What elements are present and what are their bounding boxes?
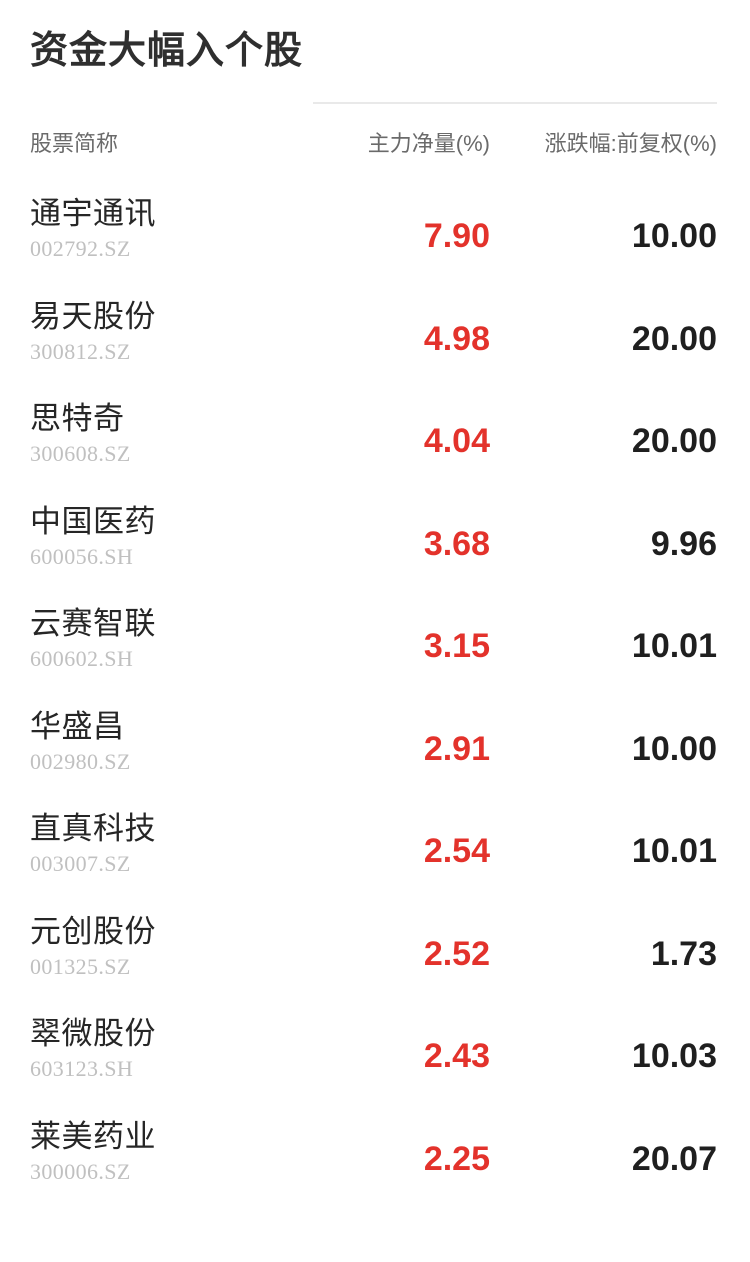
table-row[interactable]: 思特奇 300608.SZ 4.04 20.00 — [0, 393, 750, 496]
stock-identity-cell[interactable]: 莱美药业 300006.SZ — [30, 1117, 270, 1187]
main-net-volume-value: 4.98 — [423, 319, 490, 358]
stock-code: 600056.SH — [30, 543, 134, 569]
stock-name: 思特奇 — [30, 401, 125, 436]
stock-identity-cell[interactable]: 云赛智联 600602.SH — [30, 604, 270, 674]
table-row[interactable]: 华盛昌 002980.SZ 2.91 10.00 — [0, 701, 750, 804]
table-row[interactable]: 中国医药 600056.SH 3.68 9.96 — [0, 496, 750, 599]
main-net-volume-value: 2.43 — [423, 1037, 490, 1075]
table-row[interactable]: 莱美药业 300006.SZ 2.25 20.07 — [0, 1111, 750, 1214]
stock-name: 易天股份 — [30, 298, 156, 334]
stock-identity-cell[interactable]: 直真科技 003007.SZ — [30, 809, 270, 879]
stock-identity-cell[interactable]: 华盛昌 002980.SZ — [30, 707, 270, 777]
table-row[interactable]: 通宇通讯 002792.SZ 7.90 10.00 — [0, 188, 750, 291]
stock-code: 001325.SZ — [30, 953, 131, 979]
stock-code: 603123.SH — [30, 1056, 134, 1081]
main-net-volume-value: 2.91 — [423, 729, 490, 768]
stock-code: 300608.SZ — [30, 441, 131, 466]
stock-identity-cell[interactable]: 通宇通讯 002792.SZ — [30, 194, 270, 264]
main-net-volume-value: 4.04 — [423, 422, 490, 460]
stock-name: 元创股份 — [30, 913, 156, 949]
price-change-value: 20.00 — [631, 422, 717, 460]
column-header-stock-name: 股票简称 — [30, 131, 119, 156]
table-row[interactable]: 云赛智联 600602.SH 3.15 10.01 — [0, 598, 750, 701]
stock-identity-cell[interactable]: 中国医药 600056.SH — [30, 502, 270, 572]
table-header-row: 股票简称 主力净量(%) 涨跌幅:前复权(%) — [0, 123, 750, 165]
price-change-value: 20.07 — [631, 1139, 717, 1178]
main-net-volume-value: 3.15 — [423, 627, 490, 665]
stock-table-body: 通宇通讯 002792.SZ 7.90 10.00 易天股份 300812.SZ 4.98 2… — [0, 188, 750, 1213]
price-change-value: 9.96 — [650, 524, 717, 563]
stock-name: 莱美药业 — [30, 1118, 156, 1154]
stock-identity-cell[interactable]: 思特奇 300608.SZ — [30, 399, 270, 469]
stock-identity-cell[interactable]: 翠微股份 603123.SH — [30, 1014, 270, 1084]
stock-name: 通宇通讯 — [30, 196, 156, 231]
price-change-value: 10.03 — [631, 1037, 717, 1075]
column-header-price-change: 涨跌幅:前复权(%) — [544, 131, 717, 156]
main-net-volume-value: 2.54 — [423, 832, 490, 870]
price-change-value: 10.00 — [631, 217, 717, 255]
main-net-volume-value: 7.90 — [423, 217, 490, 255]
header-divider — [313, 102, 717, 104]
price-change-value: 10.01 — [631, 832, 717, 870]
stock-code: 003007.SZ — [30, 851, 131, 876]
table-row[interactable]: 翠微股份 603123.SH 2.43 10.03 — [0, 1008, 750, 1111]
price-change-value: 20.00 — [631, 319, 717, 358]
stock-code: 002792.SZ — [30, 236, 131, 261]
table-row[interactable]: 元创股份 001325.SZ 2.52 1.73 — [0, 906, 750, 1009]
stock-code: 300006.SZ — [30, 1158, 131, 1184]
main-net-volume-value: 2.52 — [423, 934, 490, 973]
column-header-main-net-volume: 主力净量(%) — [367, 131, 490, 156]
stock-code: 002980.SZ — [30, 748, 131, 774]
stock-identity-cell[interactable]: 元创股份 001325.SZ — [30, 912, 270, 982]
stock-code: 600602.SH — [30, 646, 134, 671]
price-change-value: 10.01 — [631, 627, 717, 665]
table-row[interactable]: 易天股份 300812.SZ 4.98 20.00 — [0, 291, 750, 394]
stock-name: 华盛昌 — [30, 708, 125, 744]
main-net-volume-value: 3.68 — [423, 524, 490, 563]
stock-code: 300812.SZ — [30, 338, 131, 364]
page-title: 资金大幅入个股 — [30, 30, 304, 72]
main-net-volume-value: 2.25 — [423, 1139, 490, 1178]
stock-name: 云赛智联 — [30, 606, 156, 641]
stock-identity-cell[interactable]: 易天股份 300812.SZ — [30, 297, 270, 367]
stock-name: 中国医药 — [30, 503, 156, 539]
price-change-value: 10.00 — [631, 729, 717, 768]
stock-name: 直真科技 — [30, 811, 156, 846]
price-change-value: 1.73 — [650, 934, 717, 973]
table-row[interactable]: 直真科技 003007.SZ 2.54 10.01 — [0, 803, 750, 906]
stock-name: 翠微股份 — [30, 1016, 156, 1051]
